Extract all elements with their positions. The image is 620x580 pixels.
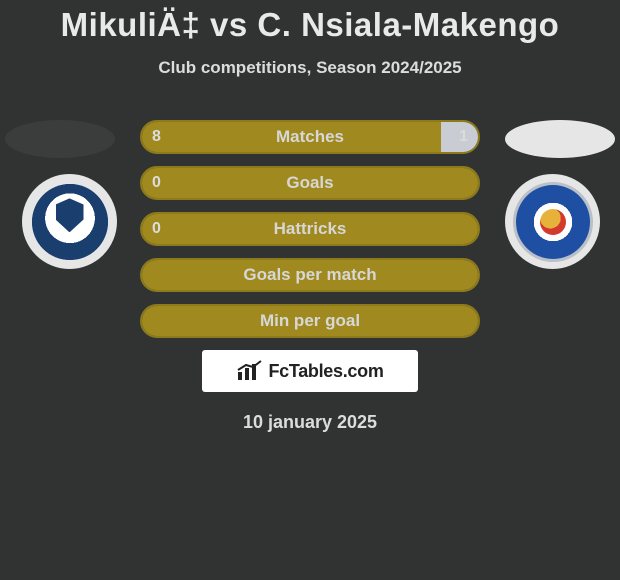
comparison-row: 81Matches — [140, 120, 480, 154]
comparison-row: Min per goal — [140, 304, 480, 338]
row-label: Goals — [140, 173, 480, 193]
country-flag-left — [5, 120, 115, 158]
page-title: MikuliÄ‡ vs C. Nsiala-Makengo — [0, 6, 620, 44]
comparison-row: 0Hattricks — [140, 212, 480, 246]
comparison-row: Goals per match — [140, 258, 480, 292]
country-flag-right — [505, 120, 615, 158]
watermark: FcTables.com — [202, 350, 418, 392]
footer-date: 10 january 2025 — [0, 412, 620, 433]
row-label: Goals per match — [140, 265, 480, 285]
crest-icon — [32, 184, 108, 260]
club-badge-right — [505, 174, 600, 269]
watermark-text: FcTables.com — [268, 361, 383, 382]
club-badge-left — [22, 174, 117, 269]
page-subtitle: Club competitions, Season 2024/2025 — [0, 58, 620, 78]
row-label: Hattricks — [140, 219, 480, 239]
chart-area: 81Matches 0Goals 0Hattricks Goals per match… — [0, 120, 620, 433]
row-label: Matches — [140, 127, 480, 147]
row-label: Min per goal — [140, 311, 480, 331]
crest-icon — [513, 182, 593, 262]
comparison-infographic: MikuliÄ‡ vs C. Nsiala-Makengo Club compe… — [0, 0, 620, 433]
comparison-row: 0Goals — [140, 166, 480, 200]
chart-icon — [236, 360, 264, 382]
